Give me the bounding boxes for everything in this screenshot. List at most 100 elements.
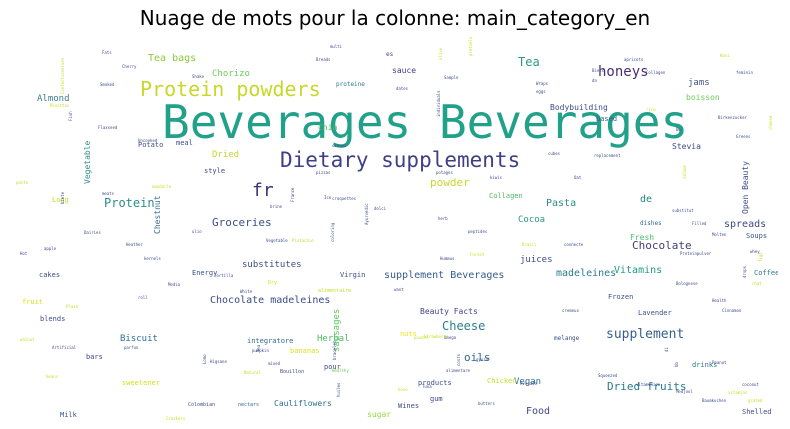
word-peanut: Peanut: [712, 360, 727, 365]
word-es: es: [386, 51, 394, 58]
word-vegetable: Vegetable: [83, 140, 92, 184]
word-proteine: proteine: [336, 81, 365, 88]
word-ice: Ice: [324, 195, 332, 200]
word-pizzas: pizzas: [316, 170, 331, 175]
word-pistachio: Pistachio: [292, 238, 314, 243]
word-natural: Natural: [244, 370, 261, 375]
word-vegetable: Vegetable: [266, 238, 288, 243]
word-heather: Heather: [126, 242, 143, 247]
word-nectars: nectars: [238, 402, 259, 408]
word-dry: Dry: [268, 280, 277, 286]
word-almond: Almond: [37, 94, 70, 104]
word-energy: Energy: [192, 269, 217, 277]
word-style: style: [204, 167, 225, 175]
word-wraps: Wraps: [536, 81, 549, 86]
word-bracelet: bracelet: [332, 340, 337, 360]
word-cocoa: Cocoa: [518, 215, 545, 225]
word-dairies: Dairies: [84, 230, 101, 235]
word-cheese: Cheese: [442, 319, 485, 333]
word-boisson: boisson: [686, 93, 720, 102]
word-connecte: connecte: [564, 242, 584, 247]
word-herb: herb: [438, 216, 448, 221]
word-roll: roll: [138, 295, 148, 300]
word-cubes: cubes: [548, 151, 561, 156]
word-drops: drops: [742, 265, 747, 278]
word-walnut: walnut: [20, 337, 35, 342]
word-greens: Greens: [736, 134, 751, 139]
word-collagen: Collagen: [489, 192, 523, 200]
word-de: de: [640, 194, 652, 205]
word-shelled: Shelled: [742, 408, 772, 416]
word-chestnut: Chestnut: [153, 195, 162, 234]
word-collagen: Collagen: [646, 70, 666, 75]
word-brine: brine: [270, 204, 283, 209]
word-tea: Tea: [256, 344, 261, 352]
word-vegan: Vegan: [514, 377, 541, 387]
word-lavender: Lavender: [638, 309, 672, 317]
word-individuals: individuals: [436, 90, 441, 117]
word-peptides: peptides: [468, 229, 488, 234]
word-chicken: Chicken: [487, 377, 517, 385]
word-nuts: nuts: [400, 330, 417, 338]
word-baumkuchen: Baumkuchen: [702, 398, 727, 403]
word-wines: Wines: [398, 402, 419, 410]
word-grated: grated: [748, 398, 763, 403]
word-chat: chat: [752, 281, 762, 286]
word-hummus: Hummus: [440, 256, 455, 261]
word-pretzels: pretzels: [468, 36, 473, 56]
word-bb: bb: [674, 362, 679, 367]
word-madeleines: madeleines: [556, 268, 616, 279]
word-salmon: salmon: [682, 164, 687, 179]
word-artificial: Artificial: [52, 345, 77, 350]
word-meal: meal: [176, 139, 193, 147]
word-squeezed: Squeezed: [598, 373, 618, 378]
word-drinks: drinks: [692, 361, 717, 369]
word-milk: Milk: [60, 411, 78, 419]
word-olive: olive: [438, 47, 443, 60]
word-hove: hove: [398, 387, 408, 392]
word-hasi: Hasi: [720, 53, 730, 58]
word-biscuit: Biscuit: [120, 334, 158, 344]
word-alimentaire: alimentaire: [318, 288, 351, 294]
word-substitutes: substitutes: [242, 260, 302, 270]
word-dietary-supplements: Dietary supplements: [280, 148, 520, 172]
word-breads: Breads: [316, 57, 331, 62]
word-cheese: cheese: [768, 115, 773, 130]
word-rice: rice: [646, 107, 656, 112]
word-birkenzucker: Birkenzucker: [718, 115, 747, 120]
word-dolci: dolci: [374, 206, 387, 211]
word-cinnamon: Cinnamon: [722, 308, 742, 313]
word-beverages-beverages: Beverages Beverages: [162, 95, 688, 149]
word-sausages: sausages: [332, 309, 342, 352]
word-costs: costs: [456, 353, 461, 366]
word-tea: Tea: [518, 55, 540, 69]
word-avocado: Avocado: [520, 381, 537, 386]
word-fruit: fruit: [22, 298, 43, 306]
word-groceries: Groceries: [212, 216, 272, 229]
word-bouillon: Bouillon: [280, 369, 304, 375]
word-hot: Hot: [20, 251, 28, 256]
word-based: based: [596, 115, 617, 123]
word-spreads: spreads: [724, 219, 766, 230]
word-croquettes: croquettes: [332, 196, 357, 201]
word-multi: multi: [330, 44, 343, 49]
word-huiles: huiles: [336, 382, 341, 397]
word-fats: Fats: [102, 50, 112, 55]
word-fr: fr: [252, 180, 274, 201]
word-mixed: mixed: [268, 361, 281, 366]
word-sweetener: sweetener: [122, 379, 160, 387]
word-vitamins: vitamins: [728, 390, 748, 395]
word-france: France: [290, 187, 295, 202]
word-dishes: dishes: [640, 220, 662, 227]
word-products: products: [418, 379, 452, 387]
word-sauce: sauce: [392, 66, 416, 75]
word-substitut: substitut: [672, 208, 694, 213]
word-bodybuilding: Bodybuilding: [550, 103, 608, 112]
word-ulio: ulio: [192, 229, 202, 234]
word-beans: beans: [46, 374, 59, 379]
word-shake: Shake: [192, 74, 205, 79]
word-apricots: apricots: [624, 57, 644, 62]
word-chocolate: Chocolate: [632, 239, 692, 252]
word-feminin: feminin: [736, 70, 753, 75]
